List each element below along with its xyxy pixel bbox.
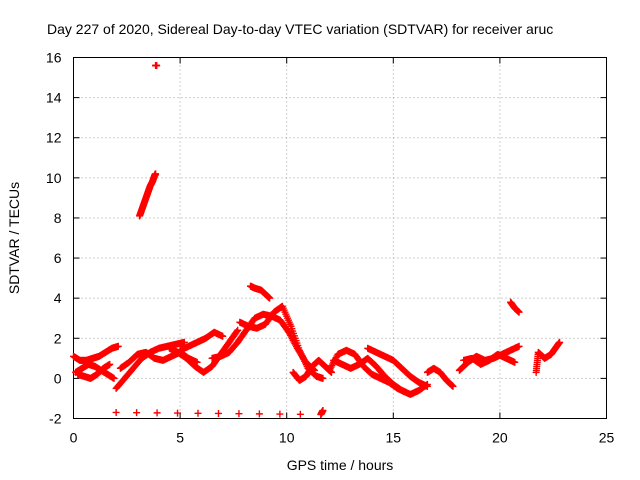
y-tick-label: 6	[54, 250, 62, 266]
data-point	[449, 382, 457, 390]
series-outlier-low	[112, 406, 327, 418]
plot-frame	[73, 57, 607, 419]
series-arc-n	[364, 344, 431, 390]
data-point-interp	[174, 409, 182, 417]
data-point-interp	[276, 410, 284, 418]
x-tick-label: 15	[386, 430, 402, 446]
x-axis-title: GPS time / hours	[287, 457, 394, 473]
data-point-interp	[214, 409, 222, 417]
y-tick-label: 14	[46, 90, 62, 106]
y-tick-label: 4	[54, 290, 62, 306]
x-tick-label: 0	[70, 430, 78, 446]
data-point	[423, 382, 431, 390]
y-tick-label: 12	[46, 130, 62, 146]
data-point-interp	[235, 410, 243, 418]
data-point	[511, 358, 519, 366]
series-arc-f	[165, 326, 242, 376]
grid-layer	[73, 57, 607, 419]
x-tick-label: 25	[599, 430, 615, 446]
series-outlier-high	[152, 62, 161, 70]
chart-title: Day 227 of 2020, Sidereal Day-to-day VTE…	[47, 21, 553, 37]
y-tick-label: 0	[54, 370, 62, 386]
series-arc-r	[507, 298, 523, 316]
series-arc-j	[246, 282, 274, 302]
data-point	[153, 62, 161, 70]
data-point	[319, 374, 327, 382]
series-arc-g	[176, 328, 227, 354]
x-tick-label: 20	[492, 430, 508, 446]
data-point	[319, 406, 327, 414]
series-arc-m	[330, 354, 431, 398]
data-point	[114, 342, 122, 350]
y-tick-label: 2	[54, 330, 62, 346]
series-arc-o	[423, 364, 457, 390]
y-tick-label: 16	[46, 50, 62, 66]
data-point-interp	[133, 409, 141, 417]
x-tick-label: 10	[279, 430, 295, 446]
data-point	[180, 338, 188, 346]
series-arc-k	[289, 356, 335, 384]
data-point-interp	[233, 327, 241, 335]
data-point	[152, 170, 160, 178]
y-tick-label: 8	[54, 210, 62, 226]
x-tick-label: 5	[176, 430, 184, 446]
series-arc-steep	[136, 170, 160, 220]
data-point	[110, 374, 118, 382]
data-point	[112, 408, 120, 416]
data-point	[266, 294, 274, 302]
data-point	[234, 326, 242, 334]
axis-ticks: 0 5 10 15 20 25 -2 0 2 4 6 8 10 12 14 16	[46, 50, 615, 446]
y-axis-title: SDTVAR / TECUs	[6, 182, 22, 294]
data-point-interp	[153, 409, 161, 417]
data-point-interp	[296, 410, 304, 418]
data-point-interp	[194, 409, 202, 417]
y-tick-label: 10	[46, 170, 62, 186]
series-arc-h	[208, 310, 318, 374]
data-points	[70, 62, 564, 418]
series-arc-q	[460, 350, 519, 368]
data-point	[556, 338, 564, 346]
data-point	[515, 342, 523, 350]
data-point	[515, 308, 523, 316]
series-arc-a	[70, 342, 122, 364]
data-point	[106, 360, 114, 368]
series-arc-s	[532, 338, 564, 376]
data-point-interp	[255, 410, 263, 418]
y-tick-label: -2	[49, 411, 62, 427]
data-point	[219, 332, 227, 340]
series-arc-c	[74, 360, 114, 382]
